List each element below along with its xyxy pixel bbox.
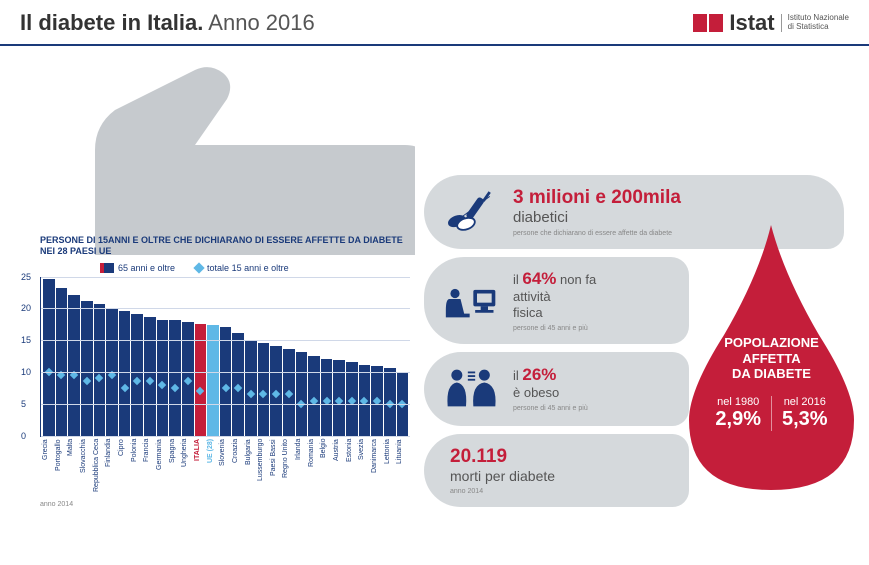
- xlabel: Danimarca: [371, 439, 383, 499]
- legend-65plus: 65 anni e oltre: [100, 263, 175, 273]
- bar-Germania: [157, 320, 169, 435]
- bar-Romania: [308, 356, 320, 436]
- bar-Portogallo: [56, 288, 68, 435]
- logo-mark-icon: [693, 14, 723, 32]
- xlabel: Malta: [67, 439, 79, 499]
- stat-note: persone di 45 anni e più: [513, 325, 673, 332]
- stat-cards: 3 milioni e 200mila diabetici persone ch…: [424, 175, 689, 507]
- bar-Paesi Bassi: [270, 346, 282, 436]
- xlabel: Cipro: [118, 439, 130, 499]
- hand-silhouette-icon: [35, 55, 415, 255]
- istat-logo: Istat Istituto Nazionale di Statistica: [693, 10, 849, 36]
- stat-sub: diabetici: [513, 209, 814, 226]
- xlabel: Ungheria: [181, 439, 193, 499]
- bar-Ungheria: [182, 322, 194, 436]
- bar-Lettonia: [384, 368, 396, 435]
- xlabel: Croazia: [232, 439, 244, 499]
- stat-line: il 64% non fa: [513, 269, 673, 289]
- obese-people-icon: [444, 364, 499, 414]
- xlabel: Lettonia: [384, 439, 396, 499]
- drop-comparison: nel 1980 2,9% nel 2016 5,3%: [699, 396, 844, 431]
- xlabel: Estonia: [346, 439, 358, 499]
- legend-total: totale 15 anni e oltre: [195, 263, 289, 273]
- xlabel: Spagna: [169, 439, 181, 499]
- chart-title: PERSONE DI 15ANNI E OLTRE CHE DICHIARANO…: [40, 235, 410, 257]
- title-year: Anno 2016: [208, 10, 314, 35]
- xlabel: Grecia: [42, 439, 54, 499]
- card-activity: il 64% non fa attività fisica persone di…: [424, 257, 689, 344]
- xlabel: Bulgaria: [245, 439, 257, 499]
- blood-drop: POPOLAZIONE AFFETTA DA DIABETE nel 1980 …: [689, 225, 854, 490]
- bar-Danimarca: [371, 366, 383, 435]
- xlabel: Irlanda: [295, 439, 307, 499]
- bar-Francia: [144, 317, 156, 435]
- xlabel: Lussemburgo: [257, 439, 269, 499]
- stat-sub: morti per diabete: [450, 468, 673, 484]
- tv-couch-icon: [444, 275, 499, 325]
- bar-Belgio: [321, 359, 333, 436]
- chart-legend: 65 anni e oltre totale 15 anni e oltre: [40, 263, 410, 273]
- xlabel: Slovenia: [219, 439, 231, 499]
- drop-col-1980: nel 1980 2,9%: [705, 396, 772, 431]
- xlabel: Polonia: [131, 439, 143, 499]
- xlabel: Belgio: [320, 439, 332, 499]
- bar-Bulgaria: [245, 340, 257, 436]
- xlabel: Finlandia: [105, 439, 117, 499]
- xlabel: Romania: [308, 439, 320, 499]
- stat-note: persone di 45 anni e più: [513, 405, 673, 412]
- title-bold: Il diabete in Italia.: [20, 10, 203, 35]
- chart-footnote: anno 2014: [40, 501, 410, 508]
- xlabel: Germania: [156, 439, 168, 499]
- bar-Croazia: [232, 333, 244, 435]
- card-obesity: il 26% è obeso persone di 45 anni e più: [424, 352, 689, 426]
- xlabel: Austria: [333, 439, 345, 499]
- xlabel: Svezia: [358, 439, 370, 499]
- xlabel: Francia: [143, 439, 155, 499]
- bar-Cipro: [119, 311, 131, 436]
- header: Il diabete in Italia. Anno 2016 Istat Is…: [0, 0, 869, 46]
- logo-subtitle: Istituto Nazionale di Statistica: [781, 14, 849, 32]
- stat-headline: 3 milioni e 200mila: [513, 187, 814, 209]
- bar-Regno Unito: [283, 349, 295, 435]
- stat-headline: 20.119: [450, 446, 673, 468]
- bar-Slovenia: [220, 327, 232, 436]
- bar-Svezia: [359, 365, 371, 435]
- xlabel: Lituania: [396, 439, 408, 499]
- logo-text: Istat: [729, 10, 774, 36]
- bar-chart: PERSONE DI 15ANNI E OLTRE CHE DICHIARANO…: [40, 235, 410, 495]
- xlabel: Repubblica Ceca: [93, 439, 105, 499]
- bar-Estonia: [346, 362, 358, 436]
- bar-Repubblica Ceca: [94, 304, 106, 435]
- bar-Grecia: [43, 279, 55, 436]
- xlabel: ITALIA: [194, 439, 206, 499]
- drop-title: POPOLAZIONE AFFETTA DA DIABETE: [699, 335, 844, 382]
- card-deaths: 20.119 morti per diabete anno 2014: [424, 434, 689, 507]
- bar-UE (28): [207, 325, 219, 436]
- drop-col-2016: nel 2016 5,3%: [772, 396, 838, 431]
- chart-plot: 0510152025: [40, 277, 410, 437]
- stat-line: il 26%: [513, 365, 673, 385]
- bar-Slovacchia: [81, 301, 93, 435]
- xlabel: Regno Unito: [282, 439, 294, 499]
- xlabel: Paesi Bassi: [270, 439, 282, 499]
- page-title: Il diabete in Italia. Anno 2016: [20, 10, 315, 36]
- bar-Spagna: [169, 320, 181, 435]
- xlabel: Portogallo: [55, 439, 67, 499]
- xlabel: UE (28): [207, 439, 219, 499]
- bar-Polonia: [131, 314, 143, 436]
- xlabel: Slovacchia: [80, 439, 92, 499]
- bar-Malta: [68, 295, 80, 436]
- bar-Irlanda: [296, 352, 308, 435]
- stat-note: anno 2014: [450, 488, 673, 495]
- bar-Lussemburgo: [258, 343, 270, 436]
- pills-syringe-icon: [444, 187, 499, 237]
